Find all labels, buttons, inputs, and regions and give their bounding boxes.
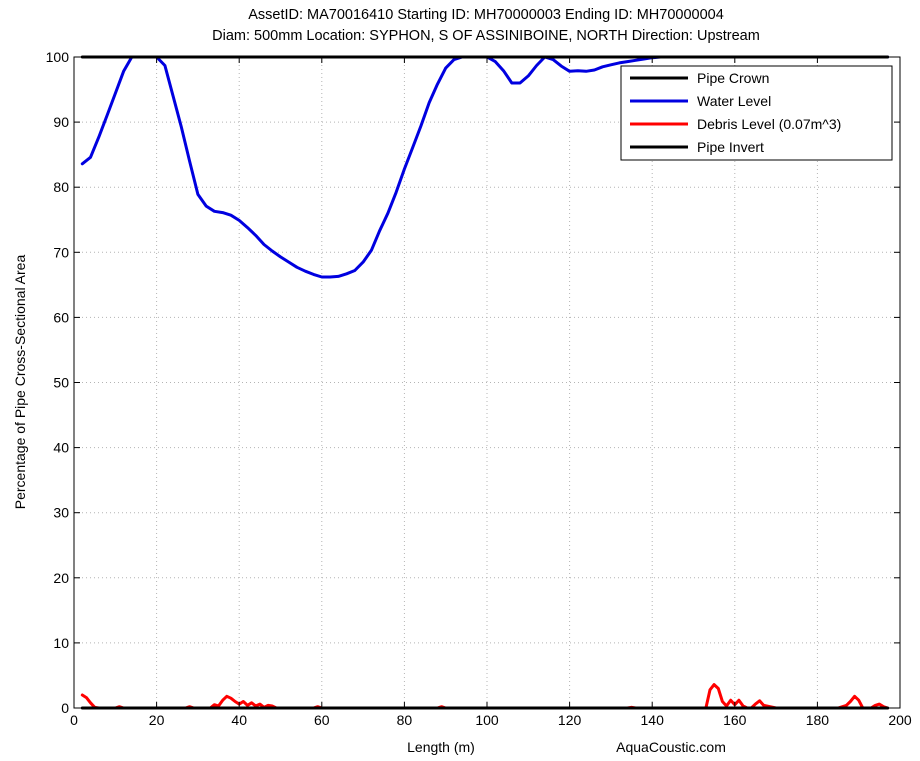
credit-label: AquaCoustic.com [616,739,726,755]
x-tick-label: 20 [149,712,165,728]
x-tick-label: 180 [806,712,830,728]
legend: Pipe Crown Water Level Debris Level (0.07m… [620,65,893,161]
y-tick-label: 40 [53,440,69,456]
x-tick-label: 200 [888,712,912,728]
y-tick-label: 100 [46,49,70,65]
y-tick-label: 50 [53,375,69,391]
y-axis-label: Percentage of Pipe Cross-Sectional Area [12,255,28,510]
y-tick-label: 70 [53,244,69,260]
legend-label-pipe-invert: Pipe Invert [697,139,764,155]
y-tick-label: 0 [61,700,69,716]
y-tick-label: 30 [53,505,69,521]
legend-box [620,65,893,161]
x-tick-label: 100 [475,712,499,728]
legend-label-pipe-crown: Pipe Crown [697,70,769,86]
y-tick-label: 90 [53,114,69,130]
x-tick-label: 60 [314,712,330,728]
legend-label-water-level: Water Level [697,93,771,109]
y-tick-label: 60 [53,309,69,325]
series-line-water-level [80,55,890,279]
x-axis-label: Length (m) [407,739,475,755]
axis-ticks: 0 20 40 60 80 100 120 140 160 180 200 0 10 20 30 40 50 60… [46,49,912,728]
legend-label-debris-level: Debris Level (0.07m^3) [697,116,841,132]
x-tick-label: 0 [70,712,78,728]
y-tick-label: 10 [53,635,69,651]
x-tick-label: 120 [558,712,582,728]
y-tick-label: 20 [53,570,69,586]
x-tick-label: 80 [397,712,413,728]
chart-title-line-2: Diam: 500mm Location: SYPHON, S OF ASSIN… [212,28,760,44]
chart-title-line-1: AssetID: MA70016410 Starting ID: MH70000… [248,7,724,23]
x-tick-label: 140 [641,712,665,728]
x-tick-label: 40 [231,712,247,728]
y-tick-label: 80 [53,179,69,195]
x-tick-label: 160 [723,712,747,728]
